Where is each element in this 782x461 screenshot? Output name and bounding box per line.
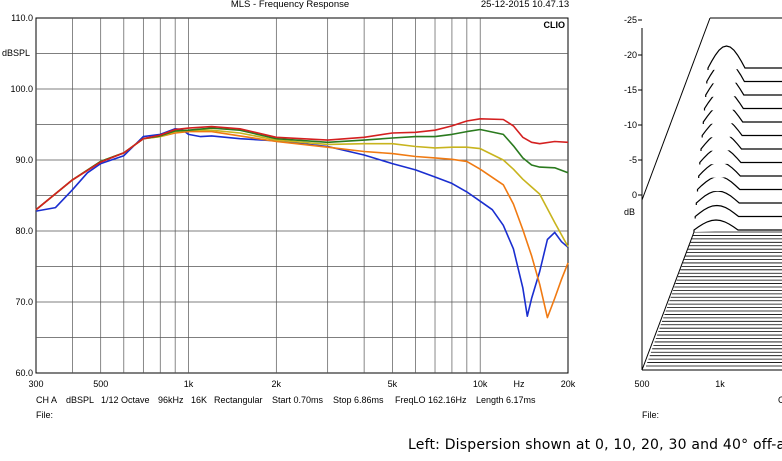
waterfall-y-tick-label: -20 <box>624 50 637 60</box>
x-tick-label: 500 <box>93 379 108 389</box>
waterfall-chart: dB 0 -5 -10 -15 -20 -25 500 1k C File: <box>624 15 782 420</box>
x-tick-labels: 300 500 1k 2k 5k 10k 20k <box>28 379 575 389</box>
y-tick-label: 70.0 <box>15 297 33 307</box>
status-channel: CH A <box>36 395 57 405</box>
status-window: Rectangular <box>214 395 263 405</box>
waterfall-back-edge <box>642 18 710 200</box>
waterfall-slice <box>698 177 782 192</box>
x-tick-label: 2k <box>272 379 282 389</box>
waterfall-x-tick-partial: C <box>778 395 782 405</box>
y-axis-label: dBSPL <box>2 48 30 58</box>
waterfall-y-tick-labels: 0 -5 -10 -15 -20 -25 <box>624 15 642 200</box>
file-label: File: <box>36 410 53 420</box>
x-tick-label: 1k <box>184 379 194 389</box>
y-tick-label: 100.0 <box>10 84 33 94</box>
waterfall-y-label: dB <box>624 207 635 217</box>
waterfall-slice <box>695 206 782 219</box>
waterfall-file-label: File: <box>642 410 659 420</box>
y-tick-label: 80.0 <box>15 226 33 236</box>
y-tick-label: 60.0 <box>15 368 33 378</box>
status-stop: Stop 6.86ms <box>333 395 384 405</box>
caption: Left: Dispersion shown at 0, 10, 20, 30 … <box>408 437 782 453</box>
waterfall-slices <box>694 46 782 232</box>
chart-title: MLS - Frequency Response <box>231 0 349 10</box>
waterfall-slice <box>696 191 782 205</box>
waterfall-floor-lines <box>646 232 782 366</box>
x-tick-label: 300 <box>28 379 43 389</box>
status-line: CH A dBSPL 1/12 Octave 96kHz 16K Rectang… <box>36 395 536 405</box>
y-tick-labels: 110.0 100.0 90.0 80.0 70.0 60.0 <box>10 13 33 378</box>
waterfall-y-tick-label: 0 <box>632 190 637 200</box>
waterfall-y-tick-label: -5 <box>629 155 637 165</box>
waterfall-slice <box>708 46 782 70</box>
x-tick-label: 5k <box>388 379 398 389</box>
status-length: Length 6.17ms <box>476 395 536 405</box>
waterfall-y-tick-label: -15 <box>624 85 637 95</box>
status-unit: dBSPL <box>66 395 94 405</box>
x-unit-label: Hz <box>514 379 525 389</box>
waterfall-x-tick-500: 500 <box>634 379 649 389</box>
y-tick-label: 110.0 <box>11 13 33 23</box>
waterfall-slice <box>694 220 782 232</box>
waterfall-x-tick-1k: 1k <box>715 379 725 389</box>
waterfall-slice <box>699 162 782 178</box>
waterfall-y-tick-label: -25 <box>624 15 637 25</box>
status-smoothing: 1/12 Octave <box>101 395 150 405</box>
waterfall-y-tick-label: -10 <box>624 120 637 130</box>
status-start: Start 0.70ms <box>272 395 324 405</box>
status-freqlo: FreqLO 162.16Hz <box>395 395 467 405</box>
chart-date: 25-12-2015 10.47.13 <box>481 0 569 10</box>
status-size: 16K <box>191 395 207 405</box>
x-tick-label: 10k <box>473 379 488 389</box>
clio-logo: CLIO <box>544 20 566 30</box>
x-tick-label: 20k <box>561 379 576 389</box>
y-tick-label: 90.0 <box>15 155 33 165</box>
status-rate: 96kHz <box>158 395 184 405</box>
